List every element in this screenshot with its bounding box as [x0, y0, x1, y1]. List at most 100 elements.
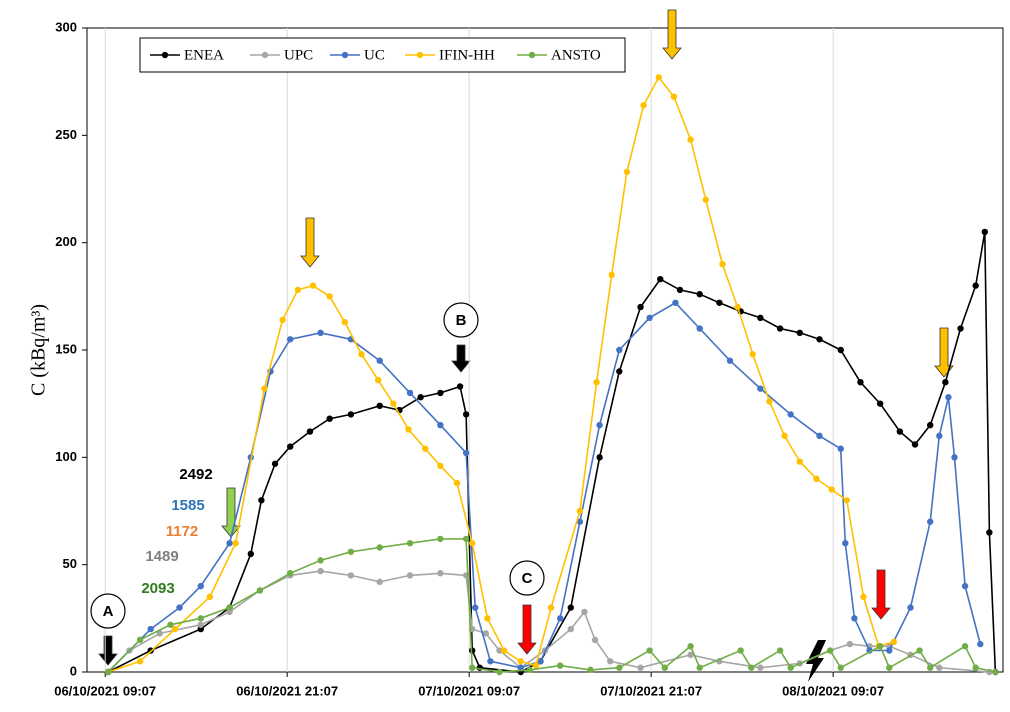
point — [757, 664, 764, 671]
point — [637, 664, 644, 671]
x-tick-label: 07/10/2021 09:07 — [418, 683, 520, 698]
y-axis-label: C (kBq/m³) — [28, 304, 50, 396]
point — [637, 303, 644, 311]
point — [417, 394, 424, 401]
point — [171, 625, 179, 633]
point — [972, 664, 979, 671]
point — [581, 608, 588, 616]
point — [437, 389, 444, 397]
x-tick-label: 08/10/2021 09:07 — [782, 683, 884, 698]
point — [147, 625, 154, 633]
point — [576, 507, 584, 515]
arrow — [662, 9, 682, 60]
annotation-circle — [509, 560, 545, 596]
x-tick-label: 06/10/2021 09:07 — [54, 683, 156, 698]
point — [406, 389, 414, 397]
series-line — [107, 301, 982, 673]
point — [670, 93, 678, 100]
legend-label: UPC — [284, 47, 313, 63]
point — [828, 486, 835, 493]
point — [421, 445, 429, 452]
series-line — [107, 538, 996, 673]
legend-label: UC — [364, 47, 385, 63]
point — [462, 411, 470, 418]
point — [271, 460, 279, 467]
point — [640, 102, 647, 109]
point — [977, 640, 984, 648]
point — [256, 587, 264, 594]
series-line — [107, 570, 990, 673]
point — [374, 376, 382, 384]
point — [405, 426, 412, 433]
point — [837, 664, 844, 671]
point — [406, 540, 414, 547]
arrow — [517, 604, 537, 655]
point — [347, 572, 355, 579]
point — [927, 664, 934, 671]
point — [687, 136, 694, 143]
point — [279, 316, 286, 324]
y-tick-label: 0 — [70, 663, 77, 678]
legend-label: ENEA — [184, 47, 224, 63]
point — [532, 662, 540, 669]
arrow — [300, 217, 320, 268]
point — [616, 664, 623, 671]
point — [816, 432, 823, 440]
point — [696, 290, 703, 298]
point — [596, 454, 603, 461]
legend-marker — [161, 51, 169, 59]
y-tick-label: 250 — [55, 127, 77, 142]
point — [247, 550, 254, 558]
count-label: 2093 — [141, 580, 174, 597]
point — [961, 643, 969, 650]
y-tick-label: 100 — [55, 449, 77, 464]
point — [437, 535, 444, 543]
point — [437, 570, 444, 577]
point — [981, 228, 989, 236]
point — [547, 604, 555, 611]
point — [846, 640, 854, 648]
point — [757, 314, 764, 321]
y-tick-label: 150 — [55, 341, 77, 356]
arrow — [451, 344, 471, 373]
point — [696, 664, 703, 671]
point — [837, 346, 844, 354]
point — [749, 351, 756, 358]
point — [226, 604, 233, 611]
arrow — [221, 487, 241, 538]
point — [437, 421, 444, 429]
point — [748, 664, 755, 671]
point — [890, 638, 898, 646]
series-line — [107, 75, 895, 673]
point — [197, 615, 204, 622]
point — [462, 535, 470, 543]
point — [607, 658, 614, 665]
lightning-icon — [806, 640, 826, 682]
point — [453, 479, 461, 487]
point — [837, 445, 844, 452]
point — [537, 658, 544, 665]
point — [886, 664, 893, 671]
point — [390, 400, 397, 407]
point — [341, 318, 349, 326]
point — [796, 458, 803, 465]
point — [593, 379, 600, 386]
point — [347, 411, 355, 418]
point — [776, 647, 784, 654]
point — [851, 615, 858, 622]
point — [456, 383, 464, 390]
point — [737, 647, 744, 654]
annotation-label: C — [522, 570, 533, 587]
point — [992, 668, 999, 676]
point — [526, 666, 534, 674]
point — [876, 643, 884, 650]
point — [702, 196, 709, 203]
point — [287, 443, 294, 450]
point — [287, 336, 294, 343]
point — [167, 621, 174, 628]
point — [347, 548, 355, 555]
point — [616, 368, 623, 375]
point — [105, 668, 112, 676]
point — [676, 286, 684, 294]
